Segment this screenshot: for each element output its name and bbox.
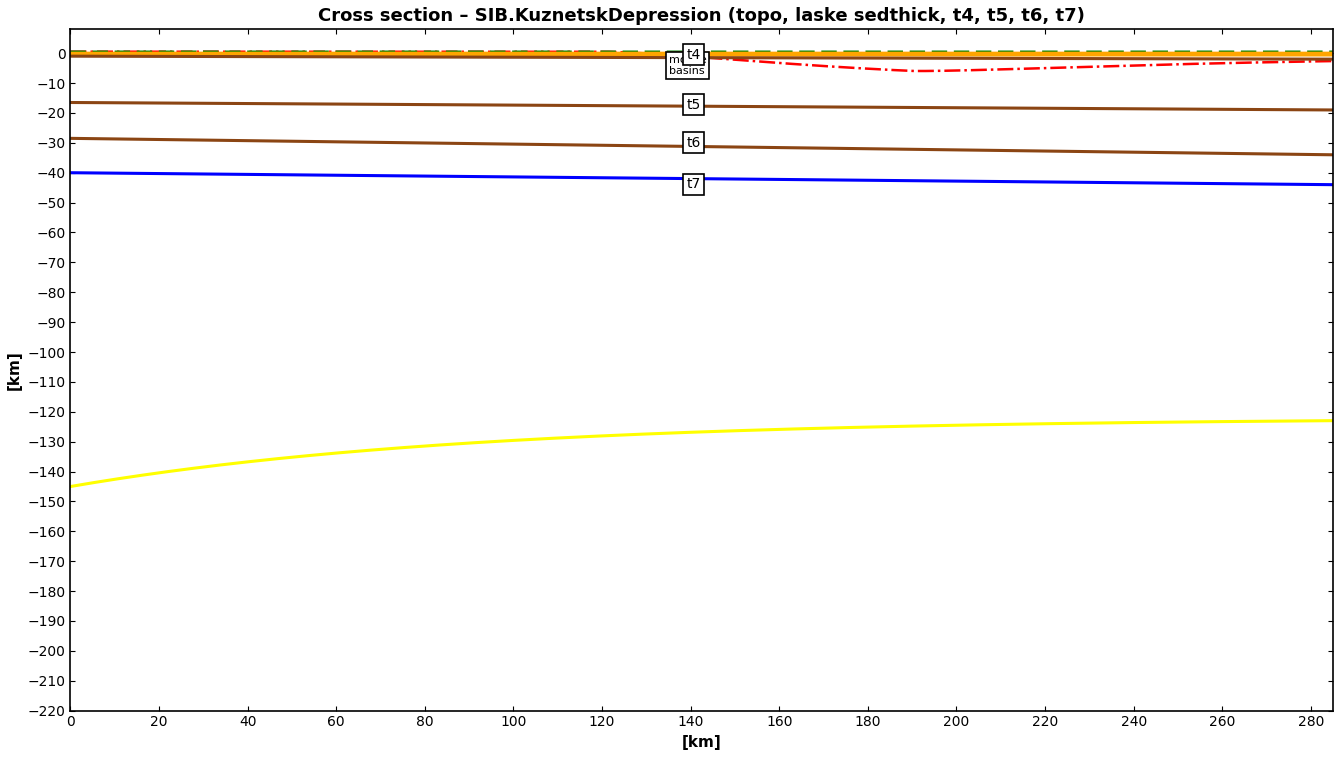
Title: Cross section – SIB.KuznetskDepression (topo, laske sedthick, t4, t5, t6, t7): Cross section – SIB.KuznetskDepression (… (319, 7, 1085, 25)
Text: t7: t7 (686, 177, 701, 191)
Text: t6: t6 (686, 136, 701, 150)
Text: t5: t5 (686, 98, 701, 111)
Y-axis label: [km]: [km] (7, 350, 21, 390)
Text: mobile
basins: mobile basins (669, 55, 706, 76)
X-axis label: [km]: [km] (682, 735, 722, 750)
Text: t4: t4 (686, 48, 701, 61)
